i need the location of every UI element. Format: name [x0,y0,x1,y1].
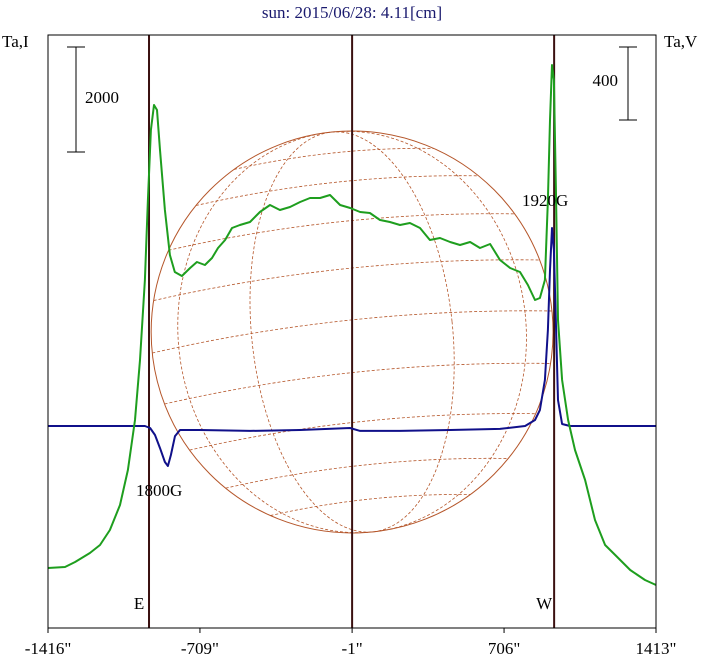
marker-label: W [536,594,553,613]
annotation: 1920G [522,191,568,210]
x-tick-label: 706" [488,639,520,658]
parallel [189,413,536,451]
x-tick-label: -1416" [25,639,72,658]
annotation: 1800G [136,481,182,500]
globe-grid [152,130,552,534]
parallel [225,457,509,489]
y-axis-label: Ta,I [2,32,29,51]
plot-frame [47,34,657,629]
parallel [153,259,540,301]
parallel [195,175,479,206]
parallel [168,213,515,251]
scale-label: 400 [593,71,619,90]
chart-title: sun: 2015/06/28: 4.11[cm] [262,3,442,22]
series-line [47,64,657,586]
x-tick-label: 1413" [636,639,677,658]
x-tick-label: -709" [181,639,219,658]
parallel [164,362,551,405]
scale-label: 2000 [85,88,119,107]
meridian [249,131,455,533]
y2-axis-label: Ta,V [664,32,698,51]
plot: E W -1416" -709" -1" 706" 1413" 2000 400 [25,35,677,658]
parallel [270,494,471,516]
series-line [48,227,656,467]
parallel [152,310,552,354]
x-tick-label: -1" [342,639,363,658]
parallel [233,147,434,170]
meridian [177,130,527,534]
marker-label: E [134,594,144,613]
